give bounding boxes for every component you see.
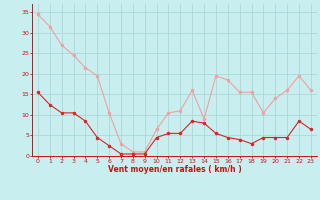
X-axis label: Vent moyen/en rafales ( km/h ): Vent moyen/en rafales ( km/h ) (108, 165, 241, 174)
